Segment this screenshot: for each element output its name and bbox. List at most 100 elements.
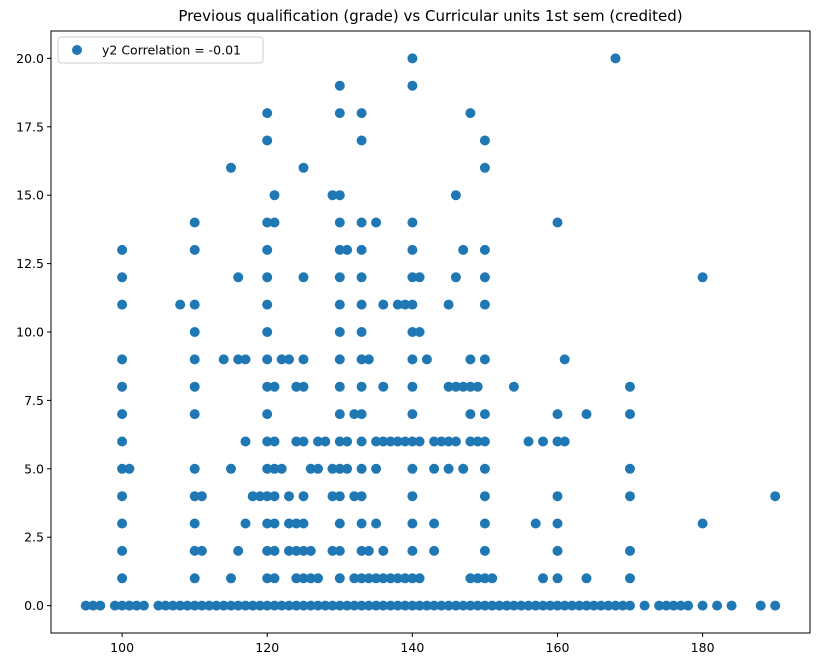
data-point — [117, 354, 128, 365]
data-point — [117, 272, 128, 283]
data-point — [407, 299, 418, 310]
data-point — [443, 381, 454, 392]
data-point — [356, 354, 367, 365]
data-point — [407, 436, 418, 447]
data-point — [334, 436, 345, 447]
data-point — [356, 491, 367, 502]
data-point — [414, 436, 425, 447]
data-point — [305, 573, 316, 584]
data-point — [356, 299, 367, 310]
data-point — [298, 354, 309, 365]
data-point — [226, 162, 236, 173]
data-point — [298, 600, 309, 611]
data-point — [284, 491, 294, 502]
data-point — [371, 436, 382, 447]
data-point — [385, 436, 396, 447]
data-point — [436, 600, 447, 611]
data-point — [552, 573, 563, 584]
data-point — [327, 491, 338, 502]
data-points — [80, 53, 781, 611]
data-point — [414, 600, 425, 611]
data-point — [538, 573, 548, 584]
data-point — [378, 436, 389, 447]
data-point — [450, 272, 461, 283]
data-point — [298, 491, 309, 502]
data-point — [356, 518, 367, 529]
data-point — [240, 436, 251, 447]
data-point — [443, 299, 454, 310]
data-point — [262, 327, 273, 337]
data-point — [479, 436, 490, 447]
data-point — [233, 354, 244, 365]
data-point — [204, 600, 215, 611]
data-point — [450, 381, 461, 392]
data-point — [407, 354, 418, 365]
data-point — [378, 299, 389, 310]
data-point — [182, 600, 193, 611]
data-point — [276, 354, 287, 365]
data-point — [356, 463, 367, 474]
data-point — [226, 463, 236, 474]
data-point — [276, 463, 287, 474]
data-point — [334, 217, 345, 228]
data-point — [356, 135, 367, 146]
data-point — [603, 600, 614, 611]
data-point — [313, 600, 323, 611]
data-point — [378, 600, 389, 611]
data-point — [400, 573, 411, 584]
y-tick-label: 2.5 — [24, 530, 44, 545]
data-point — [255, 600, 265, 611]
legend: y2 Correlation = -0.01 — [57, 36, 264, 64]
data-point — [356, 409, 367, 420]
data-point — [697, 518, 708, 529]
data-point — [450, 600, 461, 611]
data-point — [479, 573, 490, 584]
data-point — [233, 600, 244, 611]
data-point — [625, 381, 635, 392]
data-point — [755, 600, 766, 611]
data-point — [117, 244, 128, 255]
data-point — [189, 244, 200, 255]
data-point — [218, 354, 229, 365]
data-point — [313, 573, 323, 584]
data-point — [378, 381, 389, 392]
data-point — [284, 354, 294, 365]
data-point — [196, 600, 207, 611]
data-point — [262, 600, 273, 611]
data-point — [668, 600, 679, 611]
data-point — [363, 545, 374, 556]
y-tick-label: 12.5 — [16, 256, 44, 271]
data-point — [269, 463, 280, 474]
data-point — [414, 327, 425, 337]
data-point — [334, 409, 345, 420]
data-point — [559, 436, 570, 447]
data-point — [371, 463, 382, 474]
data-point — [465, 381, 476, 392]
data-point — [240, 354, 251, 365]
data-point — [291, 381, 302, 392]
data-point — [269, 573, 280, 584]
data-point — [196, 545, 207, 556]
data-point — [552, 600, 563, 611]
data-point — [349, 409, 360, 420]
data-point — [516, 600, 527, 611]
data-point — [371, 518, 382, 529]
data-point — [262, 436, 273, 447]
data-point — [443, 436, 454, 447]
data-point — [356, 600, 367, 611]
data-point — [255, 491, 265, 502]
data-point — [479, 491, 490, 502]
data-point — [189, 354, 200, 365]
data-point — [334, 244, 345, 255]
data-point — [124, 463, 135, 474]
data-point — [378, 545, 389, 556]
data-point — [334, 108, 345, 119]
data-point — [356, 545, 367, 556]
data-point — [117, 545, 128, 556]
data-point — [392, 436, 403, 447]
data-point — [552, 545, 563, 556]
data-point — [414, 573, 425, 584]
data-point — [247, 491, 258, 502]
data-point — [530, 600, 541, 611]
data-point — [625, 600, 635, 611]
